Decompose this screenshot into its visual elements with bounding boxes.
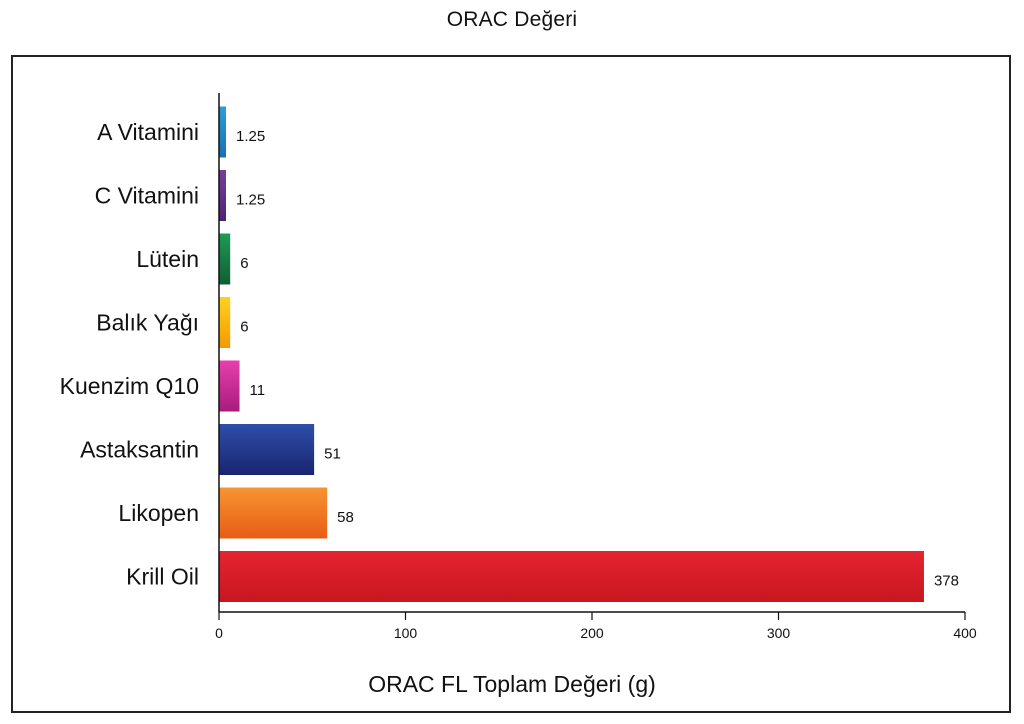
value-label: 6	[240, 255, 248, 272]
value-label: 11	[250, 382, 266, 399]
value-label: 1.25	[236, 128, 265, 145]
category-label: Lütein	[136, 246, 199, 272]
category-label: A Vitamini	[97, 119, 199, 145]
bar-astaksantin	[219, 424, 315, 475]
x-tick-label: 0	[215, 625, 223, 641]
x-tick-label: 300	[767, 625, 791, 641]
value-label: 378	[934, 573, 959, 590]
x-tick-label: 100	[394, 625, 418, 641]
chart-frame	[11, 55, 1011, 713]
value-label: 51	[324, 446, 341, 463]
bar-bal-k-ya-	[219, 297, 231, 348]
bar-likopen	[219, 487, 328, 539]
x-tick-label: 200	[580, 625, 604, 641]
bar-l-tein	[219, 233, 231, 285]
category-label: Balık Yağı	[96, 310, 199, 336]
category-label: C Vitamini	[95, 183, 199, 209]
category-label: Likopen	[118, 500, 199, 526]
value-label: 1.25	[236, 192, 265, 209]
bar-a-vitamini	[219, 106, 226, 158]
bar-krill-oil	[219, 551, 924, 602]
x-axis-title: ORAC FL Toplam Değeri (g)	[368, 671, 656, 697]
bar-c-vitamini	[219, 170, 226, 221]
value-label: 6	[240, 319, 248, 336]
category-label: Krill Oil	[126, 564, 199, 590]
bar-kuenzim-q10	[219, 360, 240, 412]
category-label: Astaksantin	[80, 437, 199, 463]
value-label: 58	[337, 509, 354, 526]
x-tick-label: 400	[953, 625, 977, 641]
category-label: Kuenzim Q10	[60, 373, 199, 399]
chart-title: ORAC Değeri	[446, 8, 578, 31]
